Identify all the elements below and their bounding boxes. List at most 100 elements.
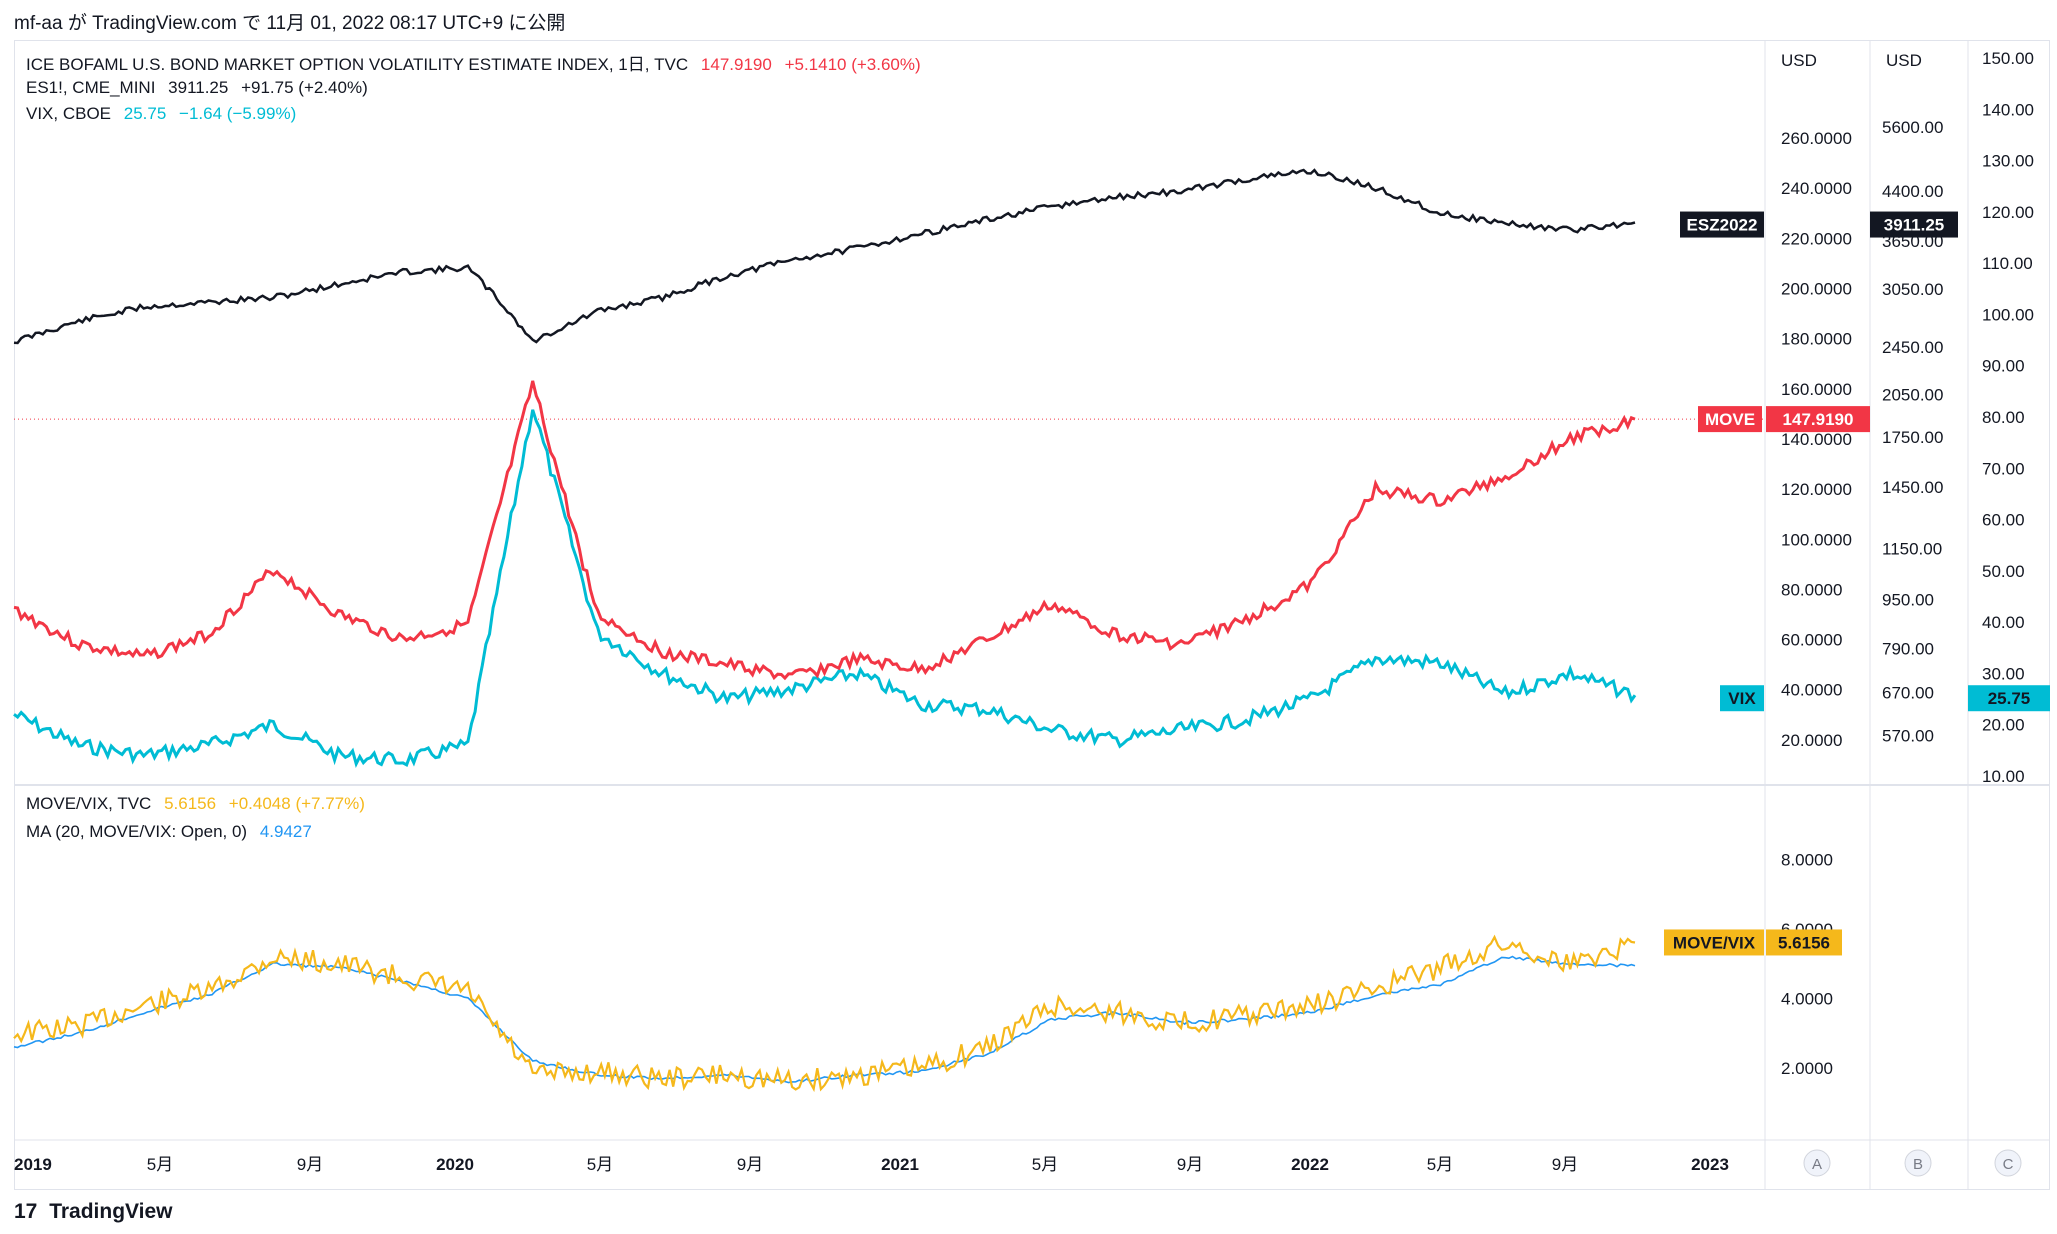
es-tag-label: ESZ2022 bbox=[1687, 216, 1758, 235]
es-axis-tick: 790.00 bbox=[1882, 640, 1934, 659]
time-axis-tick: 2021 bbox=[881, 1155, 919, 1174]
ratio-axis-tick: 2.0000 bbox=[1781, 1059, 1833, 1078]
tradingview-brand-label: TradingView bbox=[49, 1200, 173, 1223]
legend-ratio-name: MOVE/VIX, TVC bbox=[26, 794, 152, 813]
move-axis-tick: 160.0000 bbox=[1781, 380, 1852, 399]
ratio-axis-tick: 4.0000 bbox=[1781, 990, 1833, 1009]
vix-axis-tick: 20.00 bbox=[1982, 716, 2025, 735]
legend-move-change: +5.1410 (+3.60%) bbox=[784, 55, 921, 74]
time-axis-tick: 2023 bbox=[1691, 1155, 1729, 1174]
tradingview-logo-icon: 17 bbox=[14, 1200, 38, 1223]
vix-axis-tick: 150.00 bbox=[1982, 49, 2034, 68]
ratio-tag-value-bg bbox=[1766, 929, 1842, 956]
scale-button-b[interactable] bbox=[1904, 1149, 1932, 1177]
legend-ma-value: 4.9427 bbox=[259, 822, 312, 841]
es-axis-tick: 1150.00 bbox=[1882, 540, 1942, 559]
time-axis-tick: 5月 bbox=[147, 1155, 173, 1174]
es-axis-tick: 2450.00 bbox=[1882, 338, 1943, 357]
vix-axis-tick: 80.00 bbox=[1982, 408, 2025, 427]
vix-axis-tick: 40.00 bbox=[1982, 613, 2025, 632]
move-axis-tick: 80.0000 bbox=[1781, 580, 1842, 599]
legend-ratio: MOVE/VIX, TVC 5.6156 +0.4048 (+7.77%) bbox=[26, 794, 373, 814]
vix-tag-label: VIX bbox=[1728, 689, 1756, 708]
vix-axis-tick: 10.00 bbox=[1982, 767, 2025, 786]
time-axis-tick: 2020 bbox=[436, 1155, 474, 1174]
legend-vix-value: 25.75 bbox=[123, 104, 167, 123]
ma-series-line[interactable] bbox=[13, 955, 1636, 1084]
vix-axis-tick: 130.00 bbox=[1982, 152, 2034, 171]
vix-axis-tick: 110.00 bbox=[1982, 254, 2033, 273]
legend-ma-name: MA (20, MOVE/VIX: Open, 0) bbox=[26, 822, 248, 841]
ratio-series-line[interactable] bbox=[13, 934, 1636, 1093]
scale-button-label: C bbox=[2003, 1156, 2014, 1173]
move-axis-tick: 180.0000 bbox=[1781, 330, 1852, 349]
legend-vix: VIX, CBOE 25.75 −1.64 (−5.99%) bbox=[26, 104, 304, 124]
ratio-axis-tick: 8.0000 bbox=[1781, 851, 1833, 870]
time-axis-tick: 5月 bbox=[1032, 1155, 1058, 1174]
time-axis-tick: 9月 bbox=[1177, 1155, 1203, 1174]
es-axis-tick: 950.00 bbox=[1882, 590, 1934, 609]
move-axis-tick: 140.0000 bbox=[1781, 430, 1852, 449]
es-tag-label-bg bbox=[1680, 211, 1764, 238]
chart-frame[interactable] bbox=[14, 40, 2050, 1190]
move-axis-tick: 60.0000 bbox=[1781, 631, 1842, 650]
vix-tag-value-bg bbox=[1968, 685, 2050, 712]
move-axis-tick: 260.0000 bbox=[1781, 129, 1852, 148]
legend-es-name: ES1!, CME_MINI bbox=[26, 78, 156, 97]
move-axis-tick: 120.0000 bbox=[1781, 480, 1852, 499]
move-axis-tick: 100.0000 bbox=[1781, 530, 1852, 549]
es-axis-tick: 570.00 bbox=[1882, 727, 1934, 746]
es-axis-tick: 670.00 bbox=[1882, 683, 1934, 702]
move-axis-tick: 220.0000 bbox=[1781, 229, 1852, 248]
time-axis-tick: 2019 bbox=[14, 1155, 52, 1174]
vix-axis-tick: 60.00 bbox=[1982, 511, 2025, 530]
move-axis-tick: 240.0000 bbox=[1781, 179, 1852, 198]
move-axis-tick: 20.0000 bbox=[1781, 731, 1842, 750]
legend-es-change: +91.75 (+2.40%) bbox=[241, 78, 368, 97]
es-axis-tick: 5600.00 bbox=[1882, 118, 1943, 137]
time-axis-tick: 2022 bbox=[1291, 1155, 1329, 1174]
es-tag-value: 3911.25 bbox=[1884, 216, 1945, 235]
vix-axis-tick: 100.00 bbox=[1982, 305, 2034, 324]
scale-button-label: A bbox=[1812, 1156, 1822, 1173]
legend-ratio-value: 5.6156 bbox=[164, 794, 217, 813]
vix-series-line[interactable] bbox=[13, 409, 1637, 768]
scale-button-c[interactable] bbox=[1994, 1149, 2022, 1177]
axis-currency-label: USD bbox=[1886, 51, 1922, 70]
es-tag-value-bg bbox=[1870, 211, 1958, 238]
move-tag-value-bg bbox=[1766, 406, 1870, 433]
vix-axis-tick: 70.00 bbox=[1982, 459, 2025, 478]
es-series-line[interactable] bbox=[13, 168, 1636, 345]
time-axis-tick: 5月 bbox=[587, 1155, 613, 1174]
ratio-tag-label-bg bbox=[1664, 929, 1764, 956]
axis-currency-label: USD bbox=[1781, 51, 1817, 70]
legend-es: ES1!, CME_MINI 3911.25 +91.75 (+2.40%) bbox=[26, 78, 376, 98]
vix-tag-value: 25.75 bbox=[1988, 689, 2031, 708]
vix-axis-tick: 140.00 bbox=[1982, 100, 2034, 119]
vix-axis-tick: 120.00 bbox=[1982, 203, 2034, 222]
ratio-tag-value: 5.6156 bbox=[1778, 933, 1830, 952]
legend-move-value: 147.9190 bbox=[700, 55, 772, 74]
time-axis-tick: 9月 bbox=[297, 1155, 323, 1174]
legend-vix-name: VIX, CBOE bbox=[26, 104, 112, 123]
publish-info: mf-aa が TradingView.com で 11月 01, 2022 0… bbox=[14, 13, 566, 34]
move-series-line[interactable] bbox=[13, 380, 1636, 681]
legend-ratio-change: +0.4048 (+7.77%) bbox=[228, 794, 365, 813]
legend-move: ICE BOFAML U.S. BOND MARKET OPTION VOLAT… bbox=[26, 50, 929, 75]
move-tag-value: 147.9190 bbox=[1783, 410, 1854, 429]
scale-button-a[interactable] bbox=[1803, 1149, 1831, 1177]
vix-tag-label-bg bbox=[1720, 685, 1764, 712]
move-tag-label: MOVE bbox=[1705, 410, 1755, 429]
scale-button-label: B bbox=[1913, 1156, 1923, 1173]
legend-move-name: ICE BOFAML U.S. BOND MARKET OPTION VOLAT… bbox=[26, 55, 689, 74]
es-axis-tick: 1450.00 bbox=[1882, 478, 1943, 497]
es-axis-tick: 4400.00 bbox=[1882, 182, 1943, 201]
move-axis-tick: 200.0000 bbox=[1781, 280, 1852, 299]
legend-ma: MA (20, MOVE/VIX: Open, 0) 4.9427 bbox=[26, 822, 320, 842]
es-axis-tick: 1750.00 bbox=[1882, 428, 1943, 447]
legend-es-value: 3911.25 bbox=[168, 78, 229, 97]
vix-axis-tick: 30.00 bbox=[1982, 664, 2025, 683]
tradingview-brand[interactable]: 17 TradingView bbox=[14, 1200, 173, 1224]
es-axis-tick: 3050.00 bbox=[1882, 280, 1943, 299]
